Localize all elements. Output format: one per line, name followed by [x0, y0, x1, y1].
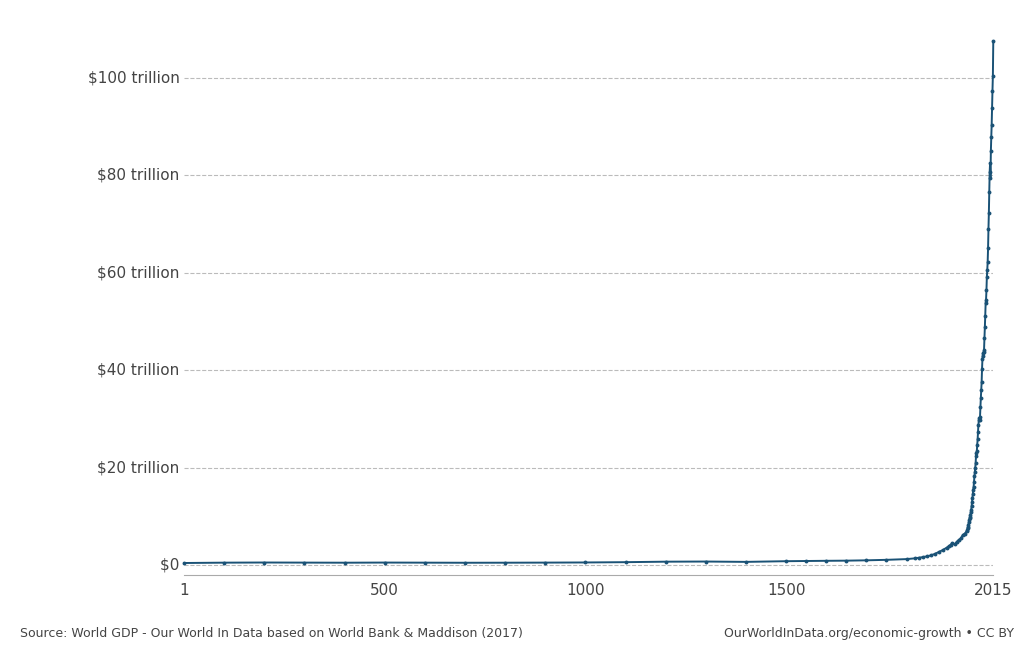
Text: $100 trillion: $100 trillion — [88, 70, 184, 85]
Text: Source: World GDP - Our World In Data based on World Bank & Maddison (2017): Source: World GDP - Our World In Data ba… — [20, 627, 523, 640]
Text: $60 trillion: $60 trillion — [97, 266, 184, 280]
Text: $40 trillion: $40 trillion — [97, 363, 184, 378]
Text: $0: $0 — [160, 557, 184, 573]
Text: $20 trillion: $20 trillion — [97, 460, 184, 475]
Text: $80 trillion: $80 trillion — [97, 168, 184, 183]
Text: OurWorldInData.org/economic-growth • CC BY: OurWorldInData.org/economic-growth • CC … — [724, 627, 1014, 640]
